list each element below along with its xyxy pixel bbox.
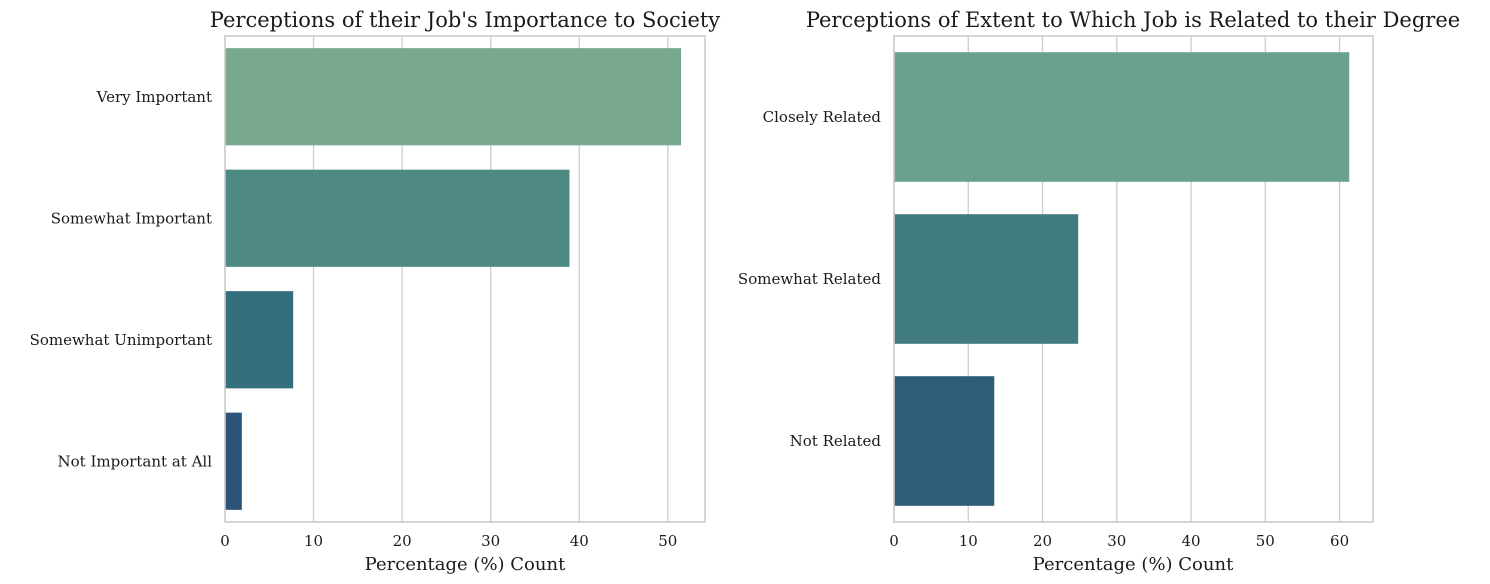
bar [225,412,242,510]
chart-panel-job-importance: Perceptions of their Job's Importance to… [30,8,721,575]
x-tick-label: 0 [220,532,230,550]
y-tick-label: Not Related [790,432,882,450]
bar [225,48,682,146]
bar [894,214,1079,344]
y-tick-label: Not Important at All [58,452,213,470]
x-tick-label: 30 [481,532,500,550]
x-axis-label: Percentage (%) Count [365,554,566,575]
y-tick-label: Somewhat Unimportant [30,331,212,349]
x-tick-label: 50 [1256,532,1275,550]
bar [894,376,995,506]
x-tick-label: 30 [1107,532,1126,550]
bar [225,169,570,267]
x-tick-label: 50 [658,532,677,550]
bar [894,52,1350,182]
x-tick-label: 20 [393,532,412,550]
plot-frame [224,35,706,523]
x-tick-label: 0 [889,532,899,550]
x-tick-label: 60 [1330,532,1349,550]
chart-title: Perceptions of Extent to Which Job is Re… [806,8,1460,32]
bar [225,291,294,389]
y-tick-label: Somewhat Related [738,270,881,288]
plot-frame [893,35,1374,523]
x-tick-label: 10 [959,532,978,550]
chart-title: Perceptions of their Job's Importance to… [210,8,721,32]
y-tick-label: Somewhat Important [51,209,212,227]
x-tick-label: 40 [1182,532,1201,550]
y-tick-label: Very Important [96,88,212,106]
chart-panel-degree-relation: Perceptions of Extent to Which Job is Re… [738,8,1460,575]
x-tick-label: 20 [1033,532,1052,550]
x-axis-label: Percentage (%) Count [1033,554,1234,575]
x-tick-label: 10 [304,532,323,550]
x-tick-label: 40 [570,532,589,550]
y-tick-label: Closely Related [763,108,882,126]
